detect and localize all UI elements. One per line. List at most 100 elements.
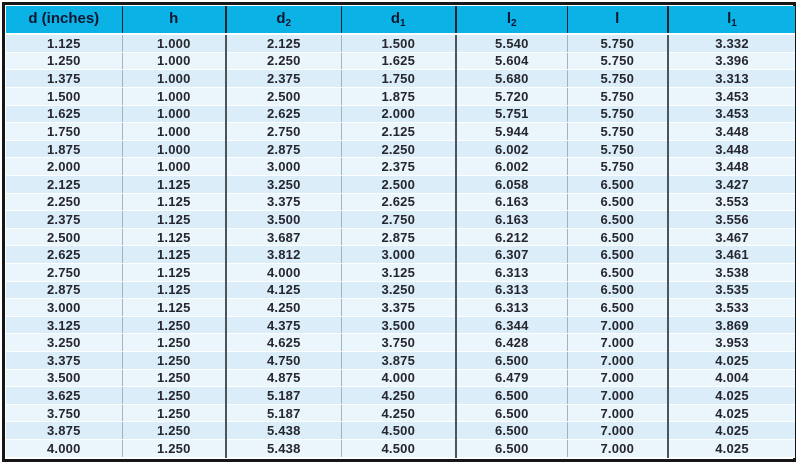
cell: 1.125 bbox=[6, 34, 122, 53]
cell: 1.500 bbox=[6, 87, 122, 106]
table-row: 3.375 1.250 4.750 3.875 6.500 7.000 4.025 bbox=[6, 351, 795, 370]
cell: 2.500 bbox=[340, 175, 456, 194]
cell: 3.375 bbox=[6, 351, 122, 370]
cell: 3.500 bbox=[340, 316, 456, 335]
cell: 3.556 bbox=[667, 210, 795, 229]
cell: 3.533 bbox=[667, 298, 795, 317]
cell: 3.250 bbox=[340, 281, 456, 300]
cell: 6.500 bbox=[566, 298, 668, 317]
cell: 1.750 bbox=[340, 69, 456, 88]
cell: 6.428 bbox=[455, 333, 567, 353]
cell: 3.625 bbox=[6, 386, 122, 405]
cell: 3.500 bbox=[225, 210, 341, 229]
column-header-l2: l2 bbox=[455, 6, 567, 35]
table-row: 3.000 1.125 4.250 3.375 6.313 6.500 3.533 bbox=[6, 298, 795, 317]
column-label: d bbox=[390, 10, 401, 27]
table-row: 3.750 1.250 5.187 4.250 6.500 7.000 4.025 bbox=[6, 404, 795, 423]
table-row: 1.125 1.000 2.125 1.500 5.540 5.750 3.332 bbox=[6, 34, 795, 53]
cell: 2.625 bbox=[340, 193, 456, 212]
cell: 2.875 bbox=[340, 228, 456, 247]
cell: 6.344 bbox=[455, 316, 567, 335]
cell: 6.500 bbox=[566, 193, 668, 212]
cell: 7.000 bbox=[566, 351, 668, 370]
cell: 1.250 bbox=[6, 52, 122, 71]
cell: 2.375 bbox=[6, 210, 122, 229]
table-row: 3.250 1.250 4.625 3.750 6.428 7.000 3.953 bbox=[6, 333, 795, 353]
cell: 3.467 bbox=[667, 228, 795, 247]
cell: 1.000 bbox=[121, 52, 226, 71]
cell: 6.500 bbox=[566, 263, 668, 282]
table-row: 4.000 1.250 5.438 4.500 6.500 7.000 4.025 bbox=[6, 439, 795, 458]
cell: 4.625 bbox=[225, 333, 341, 353]
cell: 1.000 bbox=[121, 105, 226, 124]
cell: 1.125 bbox=[121, 245, 226, 264]
cell: 2.875 bbox=[6, 281, 122, 300]
column-header-l: l bbox=[566, 6, 668, 35]
cell: 1.250 bbox=[121, 333, 226, 353]
cell: 3.125 bbox=[340, 263, 456, 282]
cell: 3.396 bbox=[667, 52, 795, 71]
cell: 2.500 bbox=[6, 228, 122, 247]
cell: 2.375 bbox=[340, 157, 456, 176]
cell: 5.751 bbox=[455, 105, 567, 124]
cell: 2.500 bbox=[225, 87, 341, 106]
cell: 3.538 bbox=[667, 263, 795, 282]
cell: 6.479 bbox=[455, 369, 567, 388]
column-header-h: h bbox=[121, 6, 226, 35]
table-row: 2.125 1.125 3.250 2.500 6.058 6.500 3.427 bbox=[6, 175, 795, 194]
table-row: 3.500 1.250 4.875 4.000 6.479 7.000 4.004 bbox=[6, 369, 795, 388]
cell: 2.625 bbox=[225, 105, 341, 124]
cell: 7.000 bbox=[566, 333, 668, 353]
column-label: l bbox=[615, 10, 620, 27]
cell: 4.750 bbox=[225, 351, 341, 370]
cell: 6.058 bbox=[455, 175, 567, 194]
cell: 1.250 bbox=[121, 316, 226, 335]
column-header-d1: d1 bbox=[340, 6, 456, 35]
table-row: 1.500 1.000 2.500 1.875 5.720 5.750 3.453 bbox=[6, 87, 795, 106]
cell: 1.125 bbox=[121, 175, 226, 194]
cell: 3.313 bbox=[667, 69, 795, 88]
cell: 7.000 bbox=[566, 439, 668, 458]
cell: 1.125 bbox=[121, 298, 226, 317]
table-row: 1.250 1.000 2.250 1.625 5.604 5.750 3.396 bbox=[6, 52, 795, 71]
cell: 6.163 bbox=[455, 210, 567, 229]
cell: 6.500 bbox=[455, 404, 567, 423]
cell: 1.125 bbox=[121, 263, 226, 282]
table-row: 3.625 1.250 5.187 4.250 6.500 7.000 4.025 bbox=[6, 386, 795, 405]
table-row: 2.625 1.125 3.812 3.000 6.307 6.500 3.461 bbox=[6, 245, 795, 264]
cell: 1.250 bbox=[121, 386, 226, 405]
cell: 3.535 bbox=[667, 281, 795, 300]
cell: 3.375 bbox=[225, 193, 341, 212]
table-row: 2.750 1.125 4.000 3.125 6.313 6.500 3.538 bbox=[6, 263, 795, 282]
cell: 1.500 bbox=[340, 34, 456, 53]
table-row: 2.500 1.125 3.687 2.875 6.212 6.500 3.467 bbox=[6, 228, 795, 247]
dimensions-table: d (inches) h d2 d1 l2 l l1 1.125 1.000 2.125 1.50… bbox=[6, 6, 795, 458]
column-label: d bbox=[276, 10, 286, 27]
cell: 1.000 bbox=[121, 34, 226, 53]
cell: 4.250 bbox=[225, 298, 341, 317]
cell: 1.125 bbox=[121, 281, 226, 300]
cell: 3.500 bbox=[6, 369, 122, 388]
cell: 1.625 bbox=[340, 52, 456, 71]
cell: 3.869 bbox=[667, 316, 795, 335]
cell: 3.448 bbox=[667, 157, 795, 176]
cell: 5.750 bbox=[566, 105, 668, 124]
cell: 7.000 bbox=[566, 421, 668, 441]
cell: 2.250 bbox=[225, 52, 341, 71]
cell: 5.750 bbox=[566, 140, 668, 159]
cell: 1.125 bbox=[121, 210, 226, 229]
cell: 3.461 bbox=[667, 245, 795, 264]
cell: 2.625 bbox=[6, 245, 122, 264]
cell: 7.000 bbox=[566, 369, 668, 388]
cell: 3.250 bbox=[225, 175, 341, 194]
cell: 2.750 bbox=[340, 210, 456, 229]
cell: 4.025 bbox=[667, 351, 795, 370]
cell: 3.750 bbox=[6, 404, 122, 423]
cell: 1.250 bbox=[121, 351, 226, 370]
column-label-subscript: 2 bbox=[511, 18, 517, 29]
cell: 4.250 bbox=[340, 386, 456, 405]
cell: 2.375 bbox=[225, 69, 341, 88]
cell: 2.875 bbox=[225, 140, 341, 159]
cell: 3.687 bbox=[225, 228, 341, 247]
cell: 2.750 bbox=[6, 263, 122, 282]
